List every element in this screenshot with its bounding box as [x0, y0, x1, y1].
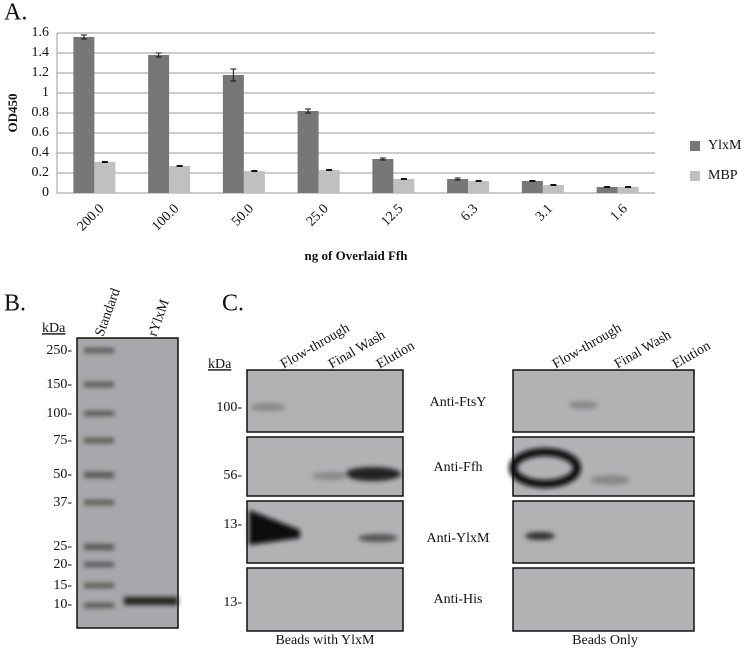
bar — [521, 181, 543, 193]
bar — [243, 171, 265, 193]
marker-label: 15- — [53, 578, 72, 593]
y-tick-label: 0.6 — [32, 125, 50, 140]
error-bar — [529, 180, 536, 182]
panel-label: C. — [222, 291, 244, 317]
panel-label: B. — [4, 291, 26, 317]
marker-label: 50- — [53, 467, 72, 482]
error-bar — [625, 186, 632, 188]
marker-label: 75- — [53, 433, 72, 448]
bar — [393, 179, 415, 193]
unit-label: kDa — [42, 321, 66, 336]
marker-label: 25- — [53, 539, 72, 554]
error-bar — [176, 165, 183, 167]
x-axis-label: ng of Overlaid Ffh — [305, 248, 409, 263]
y-tick-label: 0 — [42, 185, 49, 200]
lane-label: Standard — [93, 287, 124, 339]
error-bar — [604, 186, 611, 188]
marker-label: 20- — [53, 557, 72, 572]
y-tick-label: 1.2 — [32, 65, 50, 80]
antibody-label: Anti-FtsY — [430, 395, 487, 410]
error-bar — [101, 161, 108, 163]
y-tick-label: 0.4 — [32, 145, 50, 160]
x-tick-label: 1.6 — [608, 201, 631, 224]
bar — [94, 162, 116, 193]
marker-label: 13- — [223, 517, 242, 532]
x-tick-label: 25.0 — [304, 201, 332, 229]
error-bar — [400, 178, 407, 180]
error-bar — [475, 180, 482, 182]
group-label: Beads Only — [572, 633, 638, 648]
bar — [617, 187, 639, 193]
bar — [297, 111, 319, 193]
protein-band — [124, 597, 178, 605]
error-bar — [80, 34, 87, 40]
y-tick-label: 1 — [42, 85, 49, 100]
y-tick-label: 0.2 — [32, 165, 50, 180]
lane-label: rYlxM — [146, 297, 173, 338]
y-tick-label: 1.4 — [32, 45, 50, 60]
bar — [596, 187, 618, 193]
error-bar — [550, 184, 557, 186]
bar — [73, 37, 95, 193]
group-label: Beads with YlxM — [275, 633, 375, 648]
marker-label: 13- — [223, 595, 242, 610]
marker-label: 150- — [46, 377, 72, 392]
marker-label: 100- — [46, 406, 72, 421]
bar — [318, 170, 340, 193]
x-tick-label: 6.3 — [458, 201, 481, 224]
legend-swatch — [690, 171, 700, 181]
marker-label: 37- — [53, 495, 72, 510]
antibody-label: Anti-YlxM — [427, 531, 491, 546]
error-bar — [379, 157, 386, 161]
error-bar — [155, 52, 162, 58]
error-bar — [251, 170, 258, 172]
y-tick-label: 1.6 — [32, 25, 50, 40]
lane-label: Flow-through — [550, 321, 624, 372]
x-tick-label: 50.0 — [229, 201, 257, 229]
bar — [222, 75, 244, 193]
y-tick-label: 0.8 — [32, 105, 50, 120]
bar — [148, 55, 170, 193]
y-axis-label: OD450 — [5, 94, 20, 133]
antibody-label: Anti-Ffh — [434, 460, 483, 475]
error-bar — [230, 68, 237, 82]
legend-swatch — [690, 141, 700, 151]
unit-label: kDa — [208, 357, 232, 372]
x-tick-label: 12.5 — [379, 201, 407, 229]
legend-label: MBP — [708, 168, 738, 183]
marker-label: 10- — [53, 597, 72, 612]
error-bar — [326, 169, 333, 171]
lane-label: Elution — [670, 339, 713, 373]
error-bar — [454, 177, 461, 181]
bar — [542, 185, 564, 193]
bar — [468, 181, 490, 193]
bar — [372, 159, 394, 193]
x-tick-label: 3.1 — [533, 201, 556, 224]
bar — [447, 179, 469, 193]
ladder — [84, 348, 114, 608]
x-tick-label: 100.0 — [149, 201, 182, 234]
panel-label: A. — [4, 0, 27, 26]
marker-label: 250- — [46, 343, 72, 358]
error-bar — [305, 108, 312, 114]
marker-label: 56- — [223, 468, 242, 483]
antibody-label: Anti-His — [434, 592, 483, 607]
blots — [246, 369, 695, 632]
marker-label: 100- — [216, 400, 242, 415]
blot-signal — [249, 401, 630, 545]
x-tick-label: 200.0 — [75, 201, 108, 234]
legend-label: YlxM — [708, 138, 742, 153]
bar — [169, 166, 191, 193]
